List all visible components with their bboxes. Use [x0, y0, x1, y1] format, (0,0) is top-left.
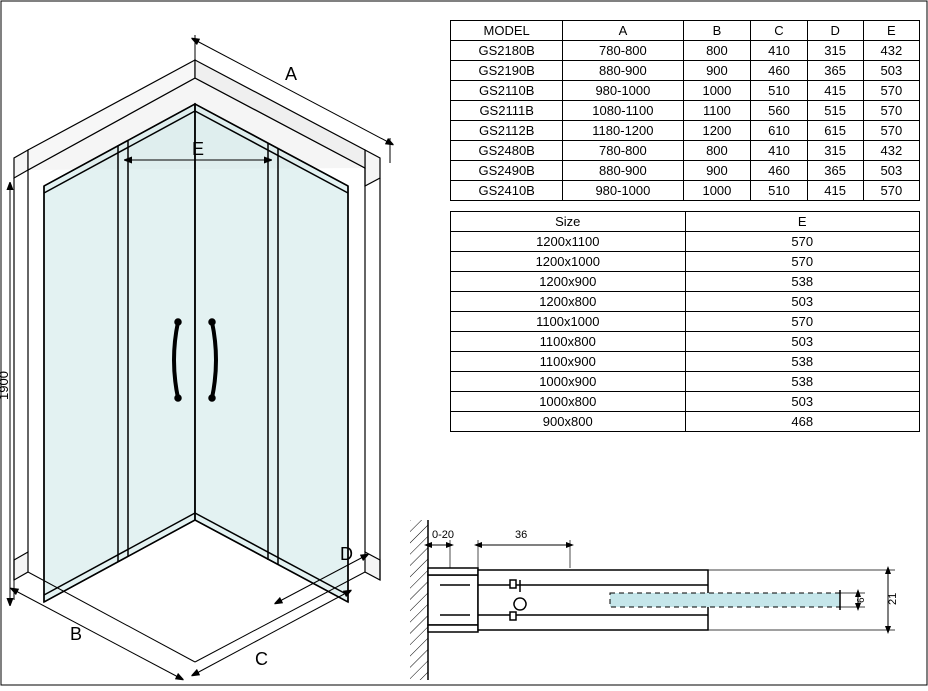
table-row: 1100x1000570 [451, 312, 920, 332]
table-row: GS2180B780-800800410315432 [451, 41, 920, 61]
table1-header-cell: E [863, 21, 919, 41]
table1-header-cell: D [807, 21, 863, 41]
table-row: 1200x800503 [451, 292, 920, 312]
table-row: 1100x800503 [451, 332, 920, 352]
table-row: 1000x800503 [451, 392, 920, 412]
table-row: GS2112B1180-12001200610615570 [451, 121, 920, 141]
detail-dim-21: 21 [887, 593, 899, 605]
table-row: 900x800468 [451, 412, 920, 432]
table1-header-cell: A [563, 21, 683, 41]
table-row: GS2490B880-900900460365503 [451, 161, 920, 181]
height-label: 1900 [0, 371, 11, 400]
size-e-table: SizeE 1200x11005701200x10005701200x90053… [450, 211, 920, 432]
table-row: GS2110B980-10001000510415570 [451, 81, 920, 101]
table-row: GS2190B880-900900460365503 [451, 61, 920, 81]
table1-header-cell: C [751, 21, 807, 41]
detail-dim-gap: 0-20 [432, 529, 454, 541]
dim-label-C: C [255, 649, 268, 669]
detail-dim-6: 6 [856, 597, 867, 603]
table-row: 1100x900538 [451, 352, 920, 372]
table-row: GS2480B780-800800410315432 [451, 141, 920, 161]
table-row: 1200x1100570 [451, 232, 920, 252]
dim-label-B: B [70, 624, 82, 644]
table2-header-cell: Size [451, 212, 686, 232]
shower-enclosure-diagram: A E 1900 B C D [0, 0, 440, 686]
table-row: GS2410B980-10001000510415570 [451, 181, 920, 201]
dim-label-D: D [340, 544, 353, 564]
detail-dim-36: 36 [515, 529, 527, 541]
model-dimensions-table: MODELABCDE GS2180B780-800800410315432GS2… [450, 20, 920, 201]
dim-label-A: A [285, 64, 297, 84]
table-row: 1200x1000570 [451, 252, 920, 272]
table1-header-cell: MODEL [451, 21, 563, 41]
profile-detail-drawing: 0-20 36 21 6 [410, 520, 920, 680]
table-row: GS2111B1080-11001100560515570 [451, 101, 920, 121]
table-row: 1000x900538 [451, 372, 920, 392]
dim-label-E: E [192, 139, 204, 159]
table-row: 1200x900538 [451, 272, 920, 292]
table1-header-cell: B [683, 21, 751, 41]
table2-header-cell: E [685, 212, 920, 232]
